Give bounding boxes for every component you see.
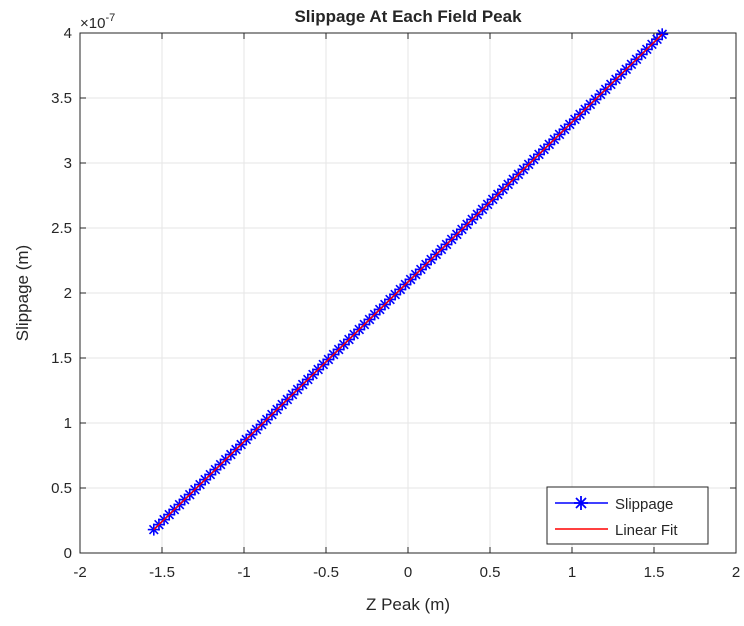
y-tick-label: 2.5 bbox=[51, 220, 72, 237]
y-tick-label: 2 bbox=[64, 285, 72, 302]
y-exponent-label: ×10-7 bbox=[80, 12, 115, 32]
x-axis-label: Z Peak (m) bbox=[366, 595, 450, 614]
y-tick-label: 1.5 bbox=[51, 350, 72, 367]
legend-slippage-marker bbox=[574, 496, 588, 510]
series-layer bbox=[147, 28, 669, 536]
legend-slippage-label: Slippage bbox=[615, 496, 673, 513]
x-tick-label: 1.5 bbox=[644, 564, 665, 581]
y-tick-label: 3.5 bbox=[51, 90, 72, 107]
y-exponent-power: -7 bbox=[105, 12, 115, 24]
x-tick-label: 0 bbox=[404, 564, 412, 581]
y-axis-label: Slippage (m) bbox=[13, 245, 32, 341]
legend-box bbox=[546, 486, 709, 545]
legend-linear-fit-label: Linear Fit bbox=[615, 522, 678, 539]
x-tick-label: 2 bbox=[732, 564, 740, 581]
y-exponent-base: ×10 bbox=[80, 15, 105, 32]
x-tick-label: 0.5 bbox=[480, 564, 501, 581]
linear-fit-line bbox=[153, 33, 663, 531]
y-tick-label: 1 bbox=[64, 415, 72, 432]
x-tick-label: -1.5 bbox=[149, 564, 175, 581]
y-tick-label: 0 bbox=[64, 545, 72, 562]
ticks: -2 -1.5 -1 -0.5 0 0.5 1 1.5 2 0 0.5 1 1.5 2 2.5 3 3.5 4 bbox=[51, 25, 740, 581]
x-tick-label: -1 bbox=[237, 564, 250, 581]
x-tick-label: 1 bbox=[568, 564, 576, 581]
x-tick-label: -0.5 bbox=[313, 564, 339, 581]
chart-title: Slippage At Each Field Peak bbox=[294, 7, 522, 26]
axes-box bbox=[79, 32, 737, 554]
y-tick-label: 4 bbox=[64, 25, 72, 42]
y-tick-label: 3 bbox=[64, 155, 72, 172]
grid bbox=[80, 33, 736, 553]
y-tick-label: 0.5 bbox=[51, 480, 72, 497]
x-tick-label: -2 bbox=[73, 564, 86, 581]
legend: Slippage Linear Fit bbox=[546, 486, 709, 545]
